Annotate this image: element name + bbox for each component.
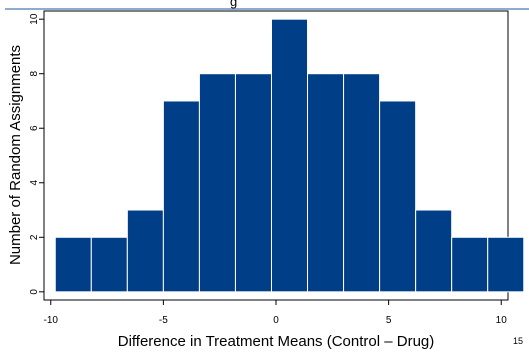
histogram-bar [270, 18, 309, 293]
y-tick-label: 8 [29, 70, 40, 76]
x-tick-label: -5 [159, 315, 168, 326]
histogram-bar [162, 100, 200, 293]
histogram-bar [54, 236, 92, 293]
y-axis: 0 2 4 6 8 10 [29, 13, 44, 295]
x-axis-title: Difference in Treatment Means (Control –… [118, 333, 435, 350]
x-tick-label: 10 [496, 315, 508, 326]
histogram-bar [487, 236, 525, 293]
corner-number: 15 [513, 336, 523, 346]
histogram-bar [234, 73, 272, 293]
x-axis: -10 -5 0 5 10 [44, 300, 508, 326]
x-tick-label: -10 [44, 315, 59, 326]
bars [54, 18, 525, 293]
histogram-bar [415, 209, 453, 293]
y-tick-label: 10 [29, 13, 40, 25]
y-tick-label: 0 [29, 289, 40, 295]
y-tick-label: 4 [29, 180, 40, 186]
x-tick-label: 0 [273, 315, 279, 326]
x-tick-label: 5 [386, 315, 392, 326]
histogram-bar [90, 236, 128, 293]
histogram-bar [451, 236, 489, 293]
histogram-bar [343, 73, 381, 293]
histogram-bar [307, 73, 345, 293]
y-axis-title: Number of Random Assignments [7, 45, 24, 265]
histogram-bar [379, 100, 417, 293]
histogram-bar [198, 73, 236, 293]
y-tick-label: 2 [29, 234, 40, 240]
chart-title-fragment: g [230, 0, 237, 9]
y-tick-label: 6 [29, 125, 40, 131]
histogram-bar [126, 209, 164, 293]
